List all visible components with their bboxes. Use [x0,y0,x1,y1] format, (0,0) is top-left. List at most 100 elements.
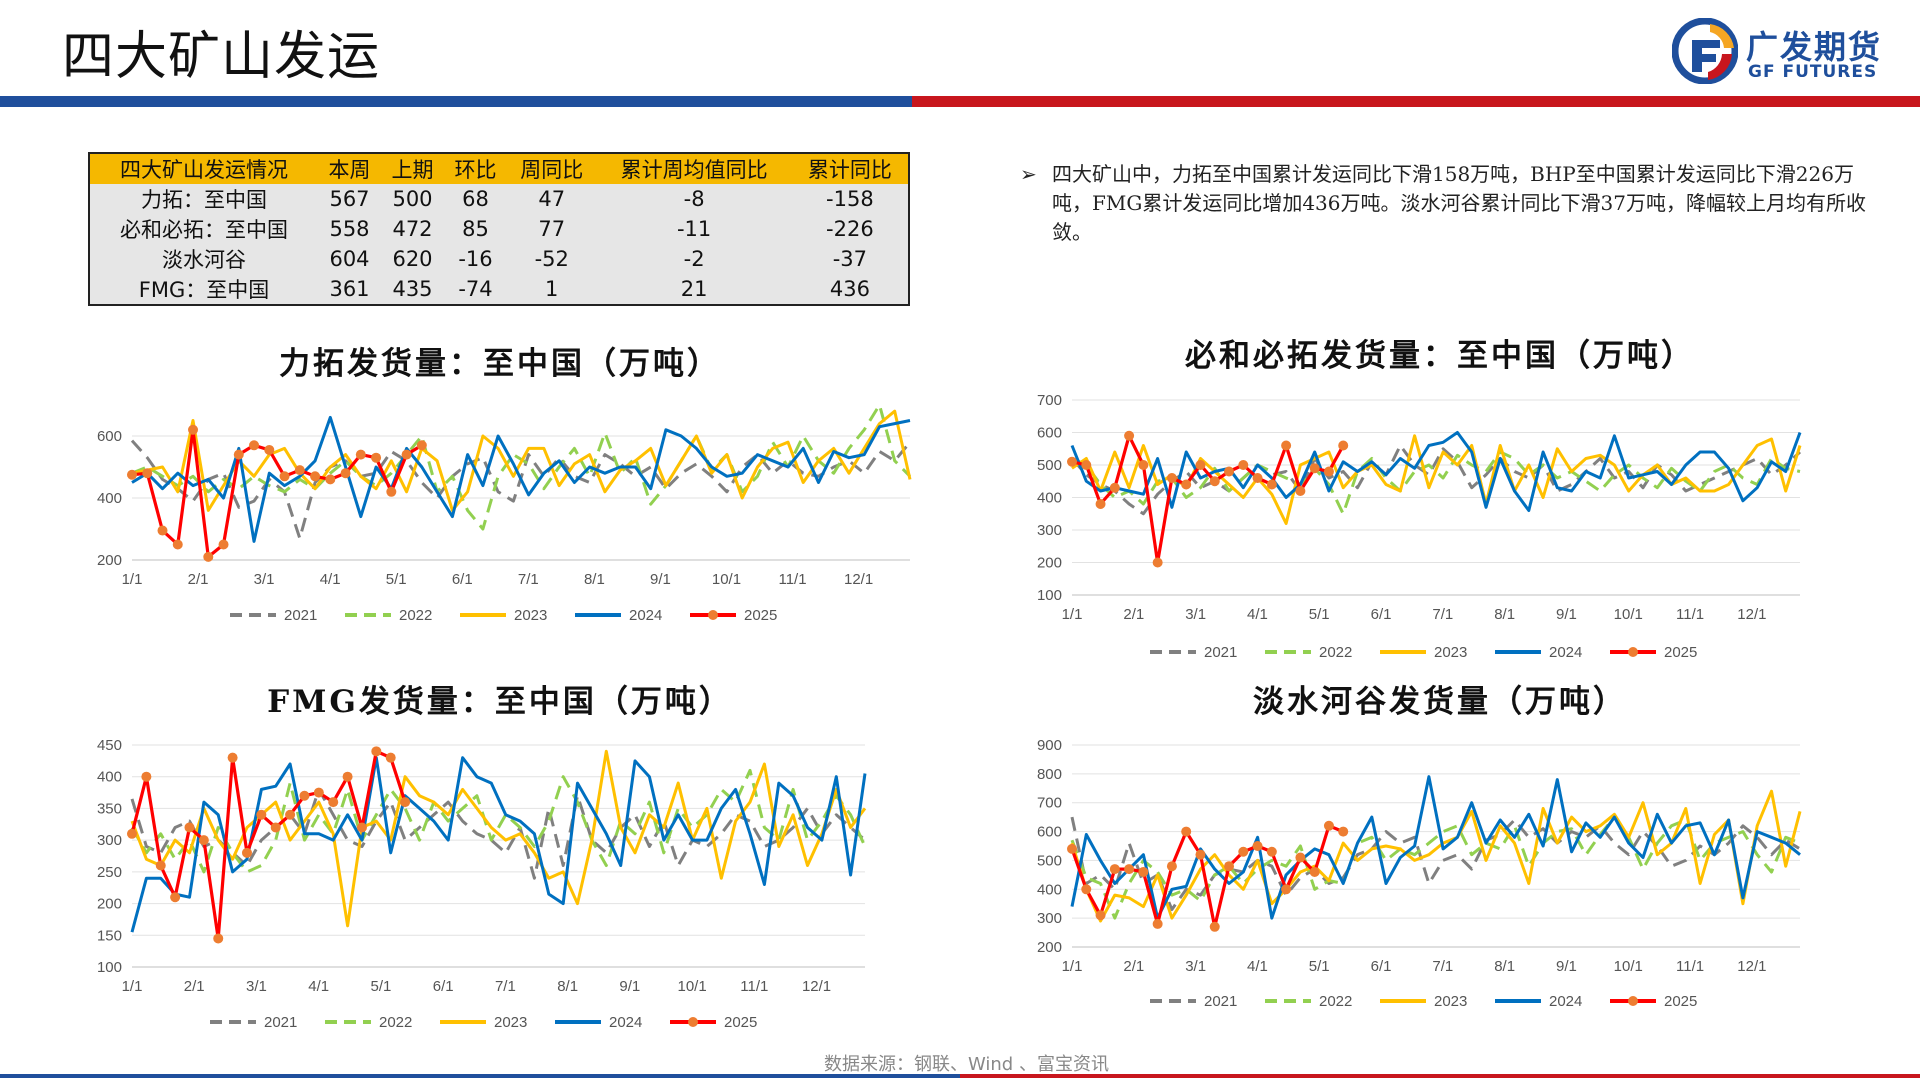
data-point-2025 [172,539,183,550]
table-row: 必和必拓：至中国 558 472 85 77 -11 -226 [89,214,909,244]
x-tick-label: 6/1 [1371,606,1392,623]
x-tick-label: 5/1 [1309,958,1330,975]
data-point-2025 [1323,820,1334,831]
series-line-2022 [130,768,867,874]
data-point-2025 [1138,460,1149,470]
legend-marker [1628,996,1638,1006]
data-point-2025 [1295,852,1306,863]
legend-label: 2025 [1664,644,1697,661]
series-line-2025 [130,749,407,941]
table-cell: 必和必拓：至中国 [89,214,318,244]
data-point-2025 [213,933,224,944]
x-tick-label: 2/1 [184,978,205,995]
legend-label: 2021 [1204,993,1237,1010]
table-cell: 68 [444,184,507,214]
data-point-2025 [1309,866,1320,877]
data-point-2025 [1209,476,1220,487]
header-divider-blue [0,96,912,107]
y-tick-label: 200 [1037,555,1062,572]
legend-label: 2025 [724,1014,757,1031]
series-line-2023 [130,749,867,928]
legend-label: 2022 [1319,993,1352,1010]
legend-label: 2023 [494,1014,527,1031]
x-tick-label: 11/1 [778,571,806,588]
y-tick-label: 200 [97,552,122,569]
data-point-2025 [285,809,296,820]
data-point-2025 [1095,499,1106,509]
x-tick-label: 4/1 [1247,606,1268,623]
series-line-2025 [131,428,423,559]
data-point-2025 [170,892,181,903]
x-tick-label: 10/1 [712,571,741,588]
table-cell: 604 [318,244,381,274]
data-point-2025 [1109,864,1120,875]
data-point-2025 [270,822,281,833]
x-tick-label: 8/1 [1494,606,1515,623]
x-tick-label: 5/1 [386,571,407,588]
data-point-2025 [155,860,166,871]
legend-label: 2025 [744,607,777,624]
series-line-2024 [131,415,911,543]
data-point-2025 [1224,861,1235,872]
data-point-2025 [141,771,152,782]
data-point-2025 [1281,884,1292,895]
x-tick-label: 6/1 [1371,958,1392,975]
data-point-2025 [241,847,252,858]
x-tick-label: 4/1 [308,978,329,995]
data-point-2025 [142,468,153,479]
data-point-2025 [299,790,310,801]
table-cell: 620 [381,244,444,274]
data-point-2025 [328,797,339,808]
x-tick-label: 6/1 [452,571,473,588]
data-point-2025 [1124,430,1135,441]
x-tick-label: 8/1 [557,978,578,995]
legend-label: 2024 [609,1014,642,1031]
legend-label: 2023 [1434,993,1467,1010]
series-line-2021 [1070,444,1802,516]
table-cell: 47 [507,184,597,214]
data-point-2025 [1295,486,1306,496]
legend-label: 2022 [399,607,432,624]
x-tick-label: 10/1 [1614,606,1643,623]
table-cell: 1 [507,274,597,305]
y-tick-label: 500 [1037,457,1062,474]
data-point-2025 [1095,910,1106,921]
series-line-2025 [1071,434,1345,565]
table-header-cell: 本周 [318,153,381,184]
chart-title-bhp: 必和必拓发货量：至中国（万吨） [1185,338,1695,374]
legend-label: 2024 [629,607,662,624]
data-point-2025 [1338,826,1349,837]
legend-marker [1628,647,1638,657]
data-point-2025 [1281,440,1292,451]
x-tick-label: 3/1 [1185,958,1206,975]
data-point-2025 [313,787,324,798]
y-tick-label: 300 [97,832,122,849]
page-title: 四大矿山发运 [62,27,381,87]
table-cell: -226 [791,214,909,244]
data-point-2025 [1309,463,1320,474]
data-point-2025 [401,449,412,460]
x-tick-label: 7/1 [495,978,516,995]
x-tick-label: 3/1 [254,571,275,588]
table-cell: 436 [791,274,909,305]
data-point-2025 [1081,460,1092,470]
table-cell: 淡水河谷 [89,244,318,274]
y-tick-label: 100 [97,959,122,976]
x-tick-label: 7/1 [1432,958,1453,975]
chart-vale-shipments: 200 300 400 500 600 700 800 900 1/1 2/1 3/1 4/1 5/1 6… [1037,737,1802,1010]
x-tick-label: 12/1 [1737,958,1766,975]
data-point-2025 [279,471,290,482]
brand-logo: 广发期货 GF FUTURES [1672,18,1902,84]
table-cell: -2 [596,244,792,274]
table-cell: 435 [381,274,444,305]
data-point-2025 [1109,482,1120,493]
table-cell: 558 [318,214,381,244]
series-line-2021 [1070,816,1801,911]
table-header-cell: 上期 [381,153,444,184]
x-tick-label: 9/1 [650,571,671,588]
legend-label: 2024 [1549,644,1582,661]
data-point-2025 [342,771,353,782]
data-point-2025 [1152,557,1163,568]
data-point-2025 [249,440,260,451]
x-tick-label: 11/1 [1676,606,1704,623]
